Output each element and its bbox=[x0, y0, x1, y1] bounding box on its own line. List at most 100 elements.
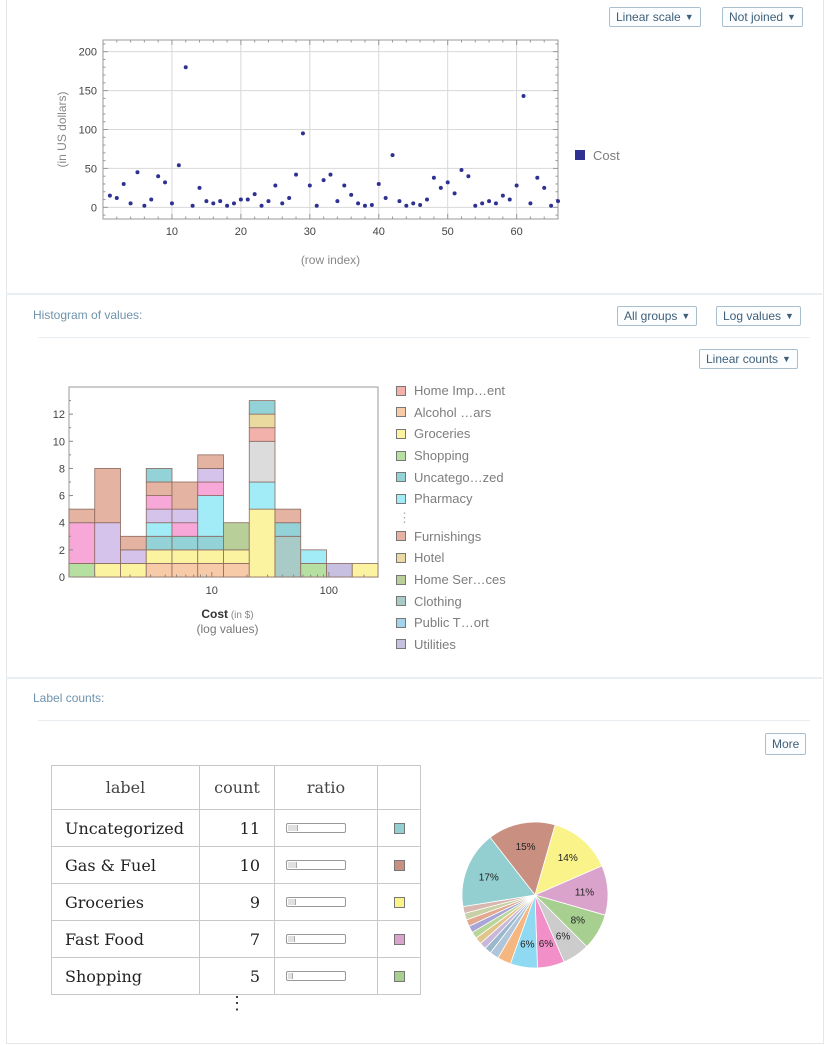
data-point bbox=[466, 174, 471, 179]
label-cell: Uncategorized bbox=[51, 809, 200, 847]
x-axis-label-name: Cost bbox=[201, 607, 228, 621]
pie-slice-label: 14% bbox=[558, 853, 578, 864]
ratio-bar-fill bbox=[288, 936, 295, 942]
data-point bbox=[404, 203, 409, 208]
data-point bbox=[431, 175, 436, 180]
more-button[interactable]: More bbox=[765, 733, 807, 755]
legend-swatch bbox=[396, 407, 406, 418]
histogram-bar-segment bbox=[94, 563, 121, 578]
data-point bbox=[218, 199, 223, 204]
data-point bbox=[156, 174, 161, 179]
histogram-bar-segment bbox=[171, 508, 199, 524]
histogram-chart: 0 2 4 6 8 10 12 10 100 Cost (in $)(log values) bbox=[53, 386, 379, 636]
log-values-dropdown-label: Log values bbox=[723, 309, 782, 323]
legend-item: Groceries bbox=[396, 423, 506, 445]
log-values-dropdown[interactable]: Log values ▼ bbox=[716, 306, 801, 326]
data-point bbox=[459, 167, 464, 172]
legend-label: Home Ser…ces bbox=[414, 572, 506, 588]
legend-label: Groceries bbox=[414, 426, 471, 442]
data-point bbox=[114, 195, 119, 200]
x-tick-label: 30 bbox=[304, 226, 316, 238]
legend-swatch bbox=[575, 150, 585, 160]
histogram-bar-segment bbox=[326, 563, 353, 578]
column-header-color bbox=[377, 765, 421, 810]
histogram-bar-segment bbox=[197, 549, 224, 564]
histogram-bar-segment bbox=[94, 522, 121, 564]
table-more-ellipsis: ⋮ bbox=[228, 993, 246, 1013]
data-point bbox=[425, 197, 430, 202]
data-point bbox=[356, 201, 361, 206]
y-tick-label: 50 bbox=[85, 163, 97, 175]
join-dropdown[interactable]: Not joined ▼ bbox=[722, 7, 803, 27]
sub-divider bbox=[38, 337, 810, 338]
legend-swatch bbox=[396, 493, 406, 504]
histogram-bar-segment bbox=[145, 481, 173, 496]
table-row: Fast Food 7 bbox=[51, 920, 421, 958]
histogram-bar-segment bbox=[120, 549, 147, 564]
data-point bbox=[231, 201, 236, 206]
x-tick-label: 100 bbox=[320, 585, 338, 597]
x-tick-label: 10 bbox=[206, 585, 218, 597]
color-swatch bbox=[393, 933, 405, 945]
data-point bbox=[259, 203, 264, 208]
label-cell: Gas & Fuel bbox=[51, 846, 200, 884]
data-point bbox=[128, 201, 133, 206]
histogram-bar-segment bbox=[68, 522, 96, 564]
histogram-bar-segment bbox=[351, 563, 379, 578]
page-frame bbox=[6, 0, 824, 1044]
groups-dropdown[interactable]: All groups ▼ bbox=[617, 306, 698, 326]
join-dropdown-label: Not joined bbox=[729, 10, 784, 24]
y-tick-label: 10 bbox=[53, 436, 65, 448]
chevron-down-icon: ▼ bbox=[785, 311, 794, 321]
counts-dropdown[interactable]: Linear counts ▼ bbox=[699, 349, 798, 369]
color-cell bbox=[377, 809, 421, 847]
y-tick-label: 0 bbox=[59, 572, 65, 584]
legend-item: Home Imp…ent bbox=[396, 380, 506, 402]
data-point bbox=[273, 183, 278, 188]
data-point bbox=[397, 199, 402, 204]
histogram-bar-segment bbox=[171, 522, 199, 537]
data-point bbox=[176, 163, 181, 168]
histogram-bar-segment bbox=[274, 522, 302, 537]
section-divider bbox=[6, 677, 822, 679]
pie-slice-label: 11% bbox=[575, 887, 594, 898]
data-point bbox=[376, 181, 381, 186]
color-swatch bbox=[393, 896, 405, 908]
data-point bbox=[473, 203, 478, 208]
color-swatch bbox=[393, 859, 405, 871]
data-point bbox=[294, 172, 299, 177]
histogram-bar-segment bbox=[145, 522, 173, 537]
data-point bbox=[411, 201, 416, 206]
ratio-bar bbox=[286, 897, 346, 907]
scale-dropdown[interactable]: Linear scale ▼ bbox=[609, 7, 701, 27]
histogram-bar-segment bbox=[171, 535, 199, 551]
table-row: Groceries 9 bbox=[51, 883, 421, 921]
ratio-cell bbox=[274, 920, 378, 958]
data-point bbox=[528, 201, 533, 206]
legend-ellipsis: ⋮ bbox=[398, 509, 411, 525]
legend-label: Shopping bbox=[414, 448, 469, 464]
chevron-down-icon: ▼ bbox=[684, 12, 694, 22]
data-point bbox=[507, 197, 512, 202]
pie-slice-label: 17% bbox=[479, 872, 499, 883]
data-point bbox=[266, 199, 271, 204]
y-tick-label: 200 bbox=[79, 47, 97, 59]
legend-item: Home Ser…ces bbox=[396, 569, 506, 591]
chevron-down-icon: ▼ bbox=[681, 311, 691, 321]
column-header-ratio: ratio bbox=[274, 765, 378, 810]
data-point bbox=[225, 203, 230, 208]
histogram-bar-segment bbox=[171, 481, 199, 510]
histogram-bar-segment bbox=[94, 468, 121, 524]
color-swatch bbox=[393, 822, 405, 834]
data-point bbox=[121, 181, 126, 186]
pie-slice-label: 6% bbox=[539, 939, 554, 950]
label-cell: Groceries bbox=[51, 883, 200, 921]
legend-swatch bbox=[396, 596, 406, 607]
legend-label: Pharmacy bbox=[414, 491, 473, 507]
scale-dropdown-label: Linear scale bbox=[616, 10, 681, 24]
histogram-bar-segment bbox=[223, 549, 250, 564]
legend-swatch bbox=[396, 617, 406, 628]
legend-label: Clothing bbox=[414, 593, 462, 609]
data-point bbox=[342, 183, 347, 188]
legend-label: Cost bbox=[593, 148, 620, 163]
